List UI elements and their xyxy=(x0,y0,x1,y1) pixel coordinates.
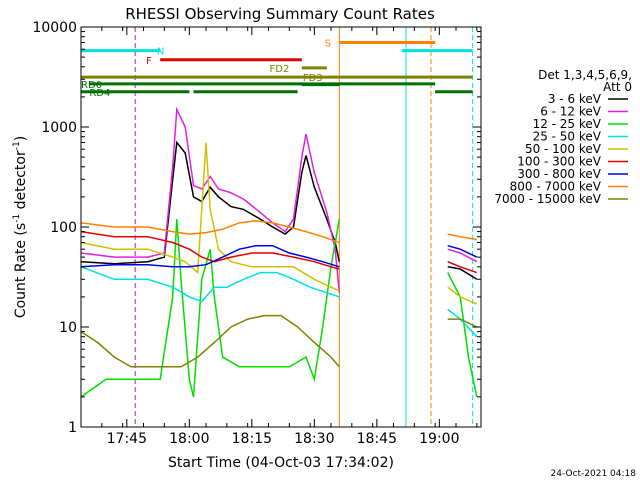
flag-label-fd3: FD3 xyxy=(303,73,323,84)
timestamp: 24-Oct-2021 04:18 xyxy=(551,469,637,479)
series-100to300keV-line-1 xyxy=(80,230,340,270)
series-800to7000keV-line-1 xyxy=(80,220,340,244)
series-25to50keV-line-1 xyxy=(80,266,340,303)
x-tick-label: 18:00 xyxy=(169,431,209,447)
flag-label-fd2: FD2 xyxy=(270,64,290,75)
y-axis-label-part-3: ) xyxy=(13,136,29,141)
series-6to12keV-line-1 xyxy=(80,106,341,293)
series-3to6keV-line-2 xyxy=(447,266,478,280)
chart-title: RHESSI Observing Summary Count Rates xyxy=(125,5,435,23)
axes: 17:45 18:00 18:15 18:30 18:45 19:00 1 10 100 1000… xyxy=(32,20,481,447)
flag-label-rd0: RD0 xyxy=(81,80,102,91)
legend-label-1: 3 - 6 keV xyxy=(548,92,602,106)
x-tick-label: 18:30 xyxy=(294,431,334,447)
x-tick-label: 19:00 xyxy=(419,431,459,447)
legend-label-7: 300 - 800 keV xyxy=(517,167,601,181)
flag-label-rd4: RD4 xyxy=(89,88,110,99)
y-tick-label: 100 xyxy=(50,220,77,236)
legend-label-8: 800 - 7000 keV xyxy=(510,180,602,194)
y-tick-label: 10000 xyxy=(32,20,77,36)
series-800to7000keV-line-2 xyxy=(447,233,477,241)
data-series xyxy=(80,106,478,398)
flag-label-s: S xyxy=(325,38,331,49)
y-axis-label-part-1: Count Rate (s xyxy=(13,223,29,318)
legend-label-5: 50 - 100 keV xyxy=(525,142,602,156)
series-7000to15000keV-line-2 xyxy=(447,318,478,328)
x-tick-label: 18:15 xyxy=(232,431,272,447)
flag-label-n: N xyxy=(157,47,164,58)
legend-label-3: 12 - 25 keV xyxy=(533,117,602,131)
series-300to800keV-line-2 xyxy=(447,244,478,258)
y-tick-label: 1000 xyxy=(41,120,77,136)
series-50to100keV-line-2 xyxy=(447,286,478,305)
flag-label-f: F xyxy=(146,56,152,67)
series-50to100keV-line-1 xyxy=(80,142,340,292)
y-axis-label: Count Rate (s-1 detector-1) xyxy=(12,136,29,318)
series-3to6keV-line-1 xyxy=(80,140,341,265)
x-axis-label: Start Time (04-Oct-03 17:34:02) xyxy=(168,455,394,471)
y-tick-label: 10 xyxy=(59,320,77,336)
x-tick-label: 18:45 xyxy=(357,431,397,447)
y-tick-label: 1 xyxy=(68,420,77,436)
legend-label-9: 7000 - 15000 keV xyxy=(494,192,601,206)
legend-label-4: 25 - 50 keV xyxy=(533,130,602,144)
y-axis-label-sup-2: -1 xyxy=(12,141,22,150)
series-12to25keV-line-2 xyxy=(447,272,478,398)
series-7000to15000keV-line-1 xyxy=(80,314,340,368)
x-tick-label: 17:45 xyxy=(107,431,147,447)
series-300to800keV-line-1 xyxy=(80,244,340,268)
series-100to300keV-line-2 xyxy=(447,261,478,274)
legend-header-line-1: Det 1,3,4,5,6,9, xyxy=(538,68,632,82)
legend-header-line-2: Att 0 xyxy=(603,80,632,94)
series-6to12keV-line-2 xyxy=(447,248,478,263)
y-axis-label-part-2: detector xyxy=(13,150,29,214)
legend-label-2: 6 - 12 keV xyxy=(540,105,602,119)
y-axis-label-sup-1: -1 xyxy=(12,214,22,223)
legend-label-6: 100 - 300 keV xyxy=(517,155,601,169)
